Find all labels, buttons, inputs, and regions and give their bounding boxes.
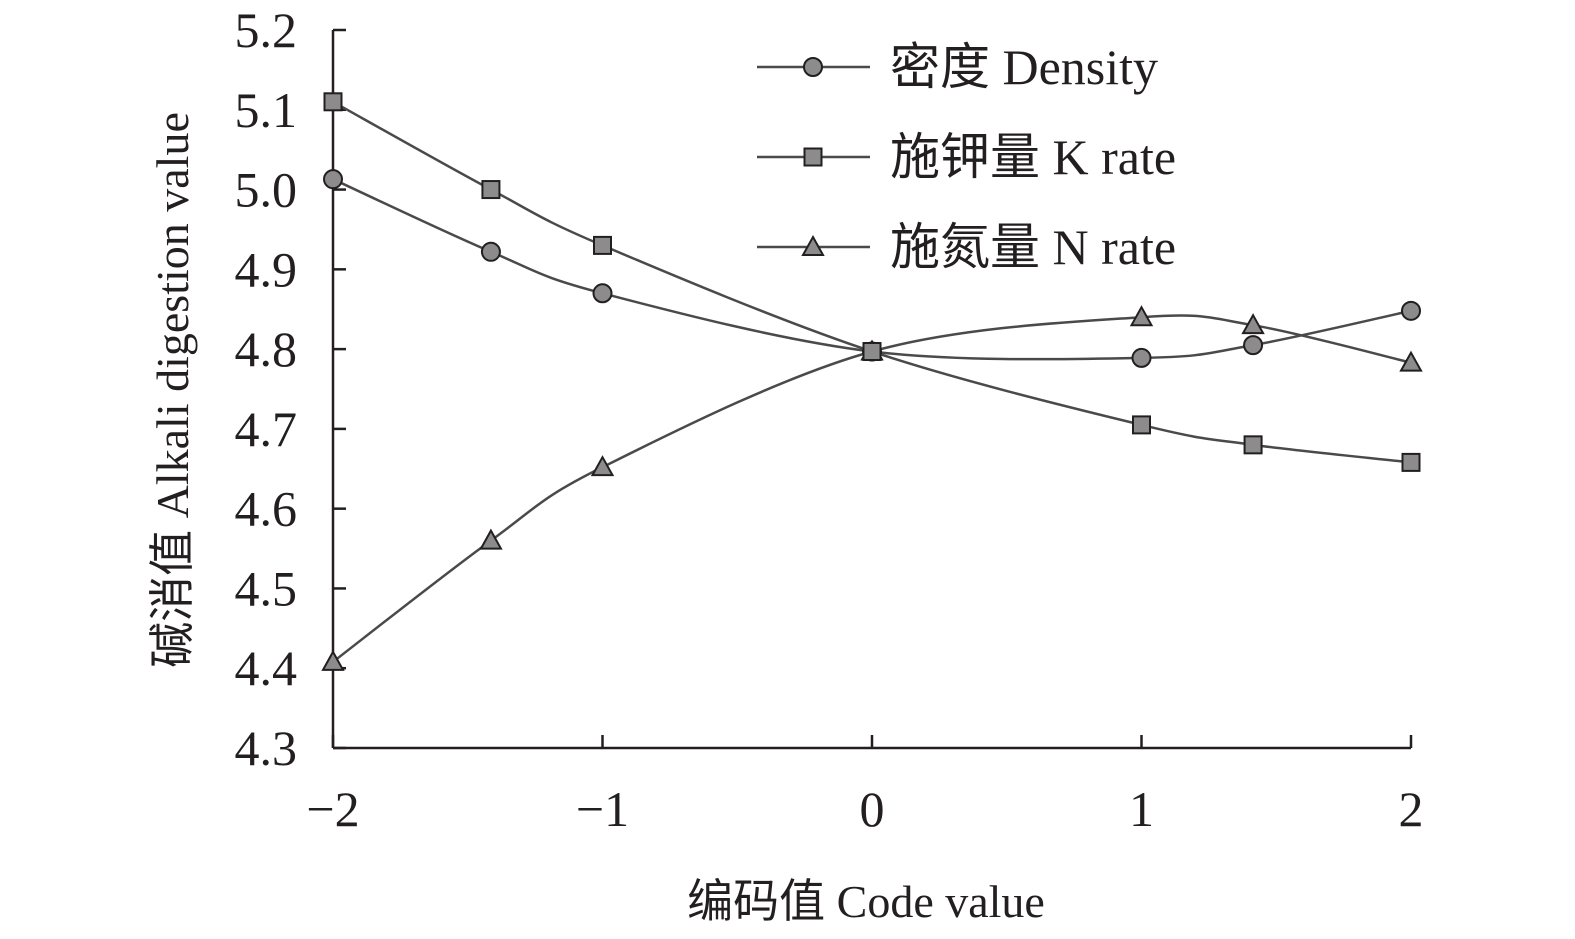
series-markers [321, 92, 1423, 671]
x-tick-label: −1 [576, 781, 629, 837]
y-tick-label: 4.7 [235, 401, 298, 457]
data-point-triangle [590, 455, 615, 477]
data-point-circle [1401, 300, 1421, 321]
data-point-triangle [1241, 313, 1265, 335]
x-tick-label: 0 [860, 781, 885, 837]
series-line-triangle [332, 314, 1412, 663]
data-point-square [323, 92, 343, 112]
data-point-circle [323, 169, 343, 190]
legend-label: 施氮量 N rate [890, 219, 1176, 275]
legend-marker-triangle [801, 234, 825, 256]
legend-label: 施钾量 K rate [890, 129, 1176, 185]
data-point-triangle [479, 528, 503, 550]
y-tick-label: 4.4 [235, 640, 298, 696]
legend-marker-square [803, 147, 823, 167]
legend-marker-circle [803, 57, 823, 77]
y-tick-label: 4.5 [235, 560, 298, 616]
data-point-circle [480, 241, 501, 262]
y-axis-label: 碱消值 Alkali digestion value [147, 112, 198, 668]
data-point-circle [592, 283, 613, 304]
series-line-square [332, 100, 1412, 464]
y-tick-label: 4.3 [235, 720, 298, 776]
y-tick-label: 5.1 [235, 82, 298, 138]
data-point-triangle [1129, 305, 1154, 327]
y-tick-label: 4.9 [235, 241, 298, 297]
x-tick-label: 1 [1129, 781, 1154, 837]
y-tick-label: 5.0 [235, 162, 298, 218]
data-point-circle [1131, 347, 1152, 368]
data-point-square [1401, 452, 1421, 472]
legend: 密度 Density 施钾量 K rate 施氮量 N rate [757, 39, 1176, 275]
legend-label: 密度 Density [890, 39, 1158, 95]
x-tick-label: −2 [306, 781, 359, 837]
y-tick-label: 4.8 [235, 321, 298, 377]
data-point-triangle [1399, 350, 1423, 372]
axes [331, 30, 1411, 750]
data-point-square [1243, 435, 1263, 455]
data-point-circle [1243, 335, 1264, 356]
x-ticks: −2 −1 0 1 2 [306, 735, 1424, 837]
y-ticks: 4.3 4.4 4.5 4.6 4.7 4.8 4.9 5.0 5.1 5.2 [235, 2, 346, 776]
data-point-square [862, 342, 882, 362]
x-tick-label: 2 [1399, 781, 1424, 837]
data-point-square [593, 235, 612, 255]
y-tick-label: 5.2 [235, 2, 298, 58]
data-point-triangle [321, 649, 345, 671]
data-point-square [1132, 415, 1151, 435]
data-point-square [481, 180, 501, 200]
y-tick-label: 4.6 [235, 481, 298, 537]
x-axis-label: 编码值 Code value [687, 876, 1045, 927]
